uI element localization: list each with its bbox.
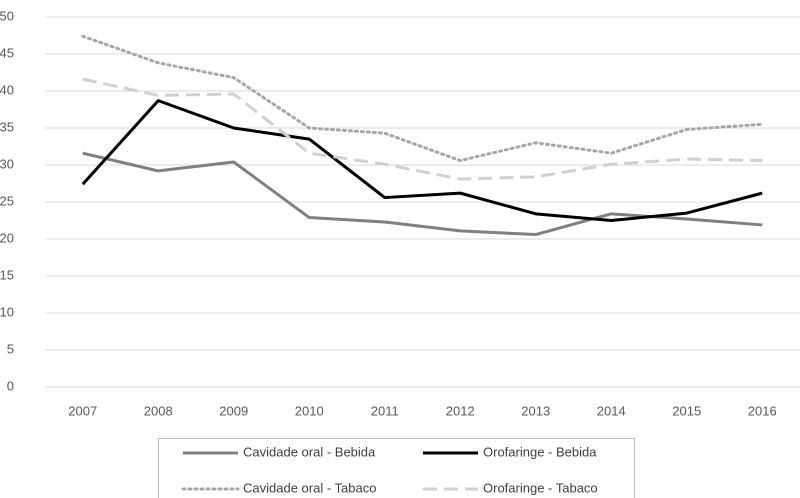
x-tick-label: 2010 bbox=[295, 403, 324, 418]
y-tick-label: 0 bbox=[7, 378, 14, 393]
series-line bbox=[81, 99, 763, 222]
y-tick-label: 20 bbox=[0, 230, 14, 245]
y-tick-label: 35 bbox=[0, 119, 14, 134]
legend-box bbox=[158, 438, 635, 498]
x-tick-label: 2016 bbox=[748, 403, 777, 418]
x-tick-label: 2015 bbox=[672, 403, 701, 418]
legend: Cavidade oral - Bebida Orofaringe - Bebid… bbox=[158, 438, 635, 498]
x-tick-label: 2013 bbox=[521, 403, 550, 418]
x-tick-label: 2008 bbox=[144, 403, 173, 418]
y-tick-label: 15 bbox=[0, 267, 14, 282]
y-tick-label: 50 bbox=[0, 8, 14, 23]
y-tick-label: 40 bbox=[0, 82, 14, 97]
legend-label: Orofaringe - Bebida bbox=[483, 444, 597, 459]
x-tick-label: 2007 bbox=[68, 403, 97, 418]
series-line bbox=[81, 34, 764, 163]
y-tick-label: 45 bbox=[0, 45, 14, 60]
y-tick-label: 30 bbox=[0, 156, 14, 171]
y-tick-label: 5 bbox=[7, 341, 14, 356]
x-tick-label: 2009 bbox=[219, 403, 248, 418]
x-tick-label: 2014 bbox=[597, 403, 626, 418]
legend-label: Cavidade oral - Tabaco bbox=[243, 480, 376, 495]
series-line bbox=[82, 77, 763, 181]
legend-label: Cavidade oral - Bebida bbox=[243, 444, 376, 459]
y-tick-label: 10 bbox=[0, 304, 14, 319]
legend-label: Orofaringe - Tabaco bbox=[483, 480, 598, 495]
x-tick-label: 2011 bbox=[371, 403, 399, 418]
y-tick-label: 25 bbox=[0, 193, 14, 208]
x-tick-label: 2012 bbox=[446, 403, 475, 418]
